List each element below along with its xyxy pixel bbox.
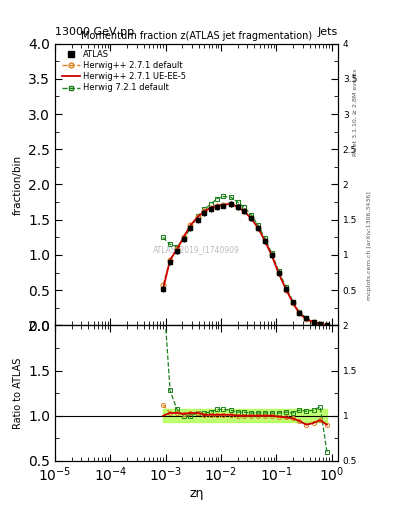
Text: Jets: Jets bbox=[318, 27, 338, 37]
Legend: ATLAS, Herwig++ 2.7.1 default, Herwig++ 2.7.1 UE-EE-5, Herwig 7.2.1 default: ATLAS, Herwig++ 2.7.1 default, Herwig++ … bbox=[59, 48, 189, 95]
Y-axis label: Ratio to ATLAS: Ratio to ATLAS bbox=[13, 357, 23, 429]
Text: Rivet 3.1.10, ≥ 2.8M events: Rivet 3.1.10, ≥ 2.8M events bbox=[353, 69, 358, 156]
X-axis label: zη: zη bbox=[189, 487, 204, 500]
Text: 13000 GeV pp: 13000 GeV pp bbox=[55, 27, 134, 37]
Title: Momentum fraction z(ATLAS jet fragmentation): Momentum fraction z(ATLAS jet fragmentat… bbox=[81, 31, 312, 41]
Text: mcplots.cern.ch [arXiv:1306.3436]: mcplots.cern.ch [arXiv:1306.3436] bbox=[367, 191, 372, 300]
Text: ATLAS_2019_I1740909: ATLAS_2019_I1740909 bbox=[153, 245, 240, 254]
Y-axis label: fraction/bin: fraction/bin bbox=[13, 155, 23, 215]
